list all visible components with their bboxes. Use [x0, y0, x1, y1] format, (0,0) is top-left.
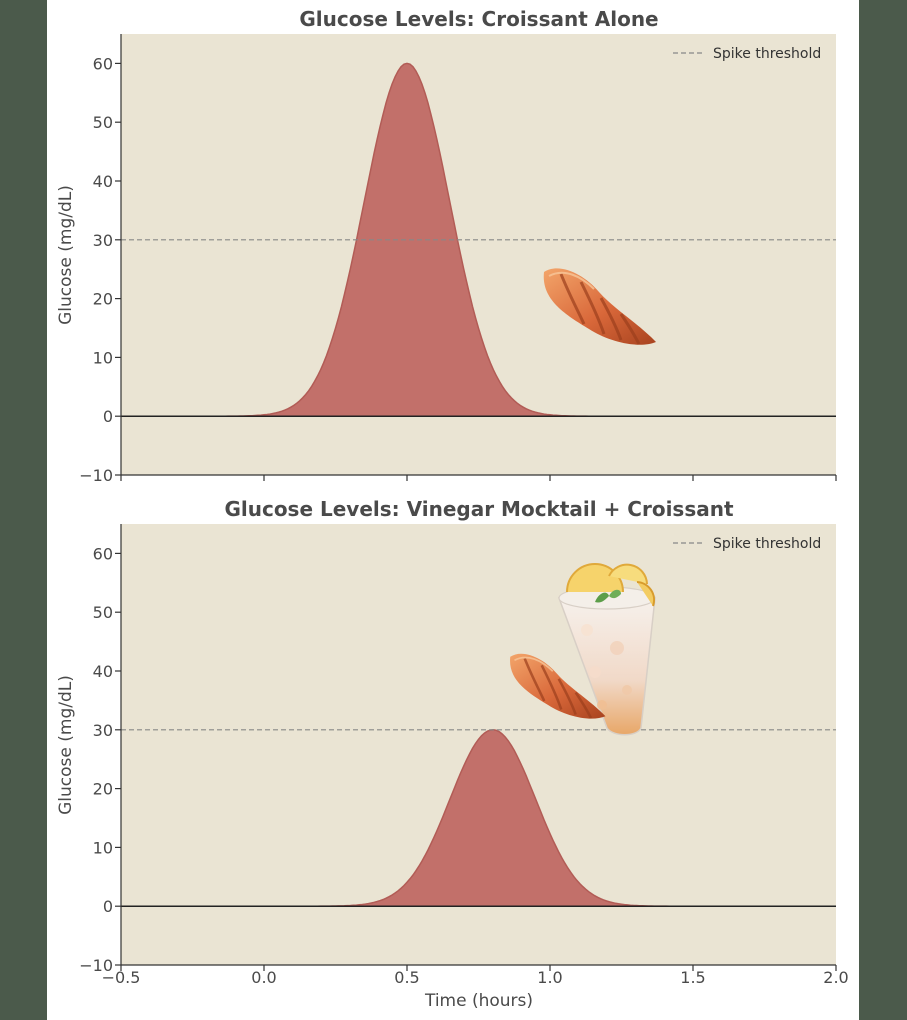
y-tick-label: 30	[93, 231, 113, 250]
y-tick-label: −10	[79, 956, 113, 975]
y-tick-label: −10	[79, 466, 113, 485]
y-axis-label-2: Glucose (mg/dL)	[56, 675, 76, 815]
y-tick-label: 30	[93, 721, 113, 740]
chart-croissant-alone: −10 0 10 20 30 40 50 60 Glucose Levels: Croissa…	[56, 7, 837, 485]
x-tick-marks-1	[120, 475, 837, 481]
y-tick-label: 50	[93, 603, 113, 622]
chart-title-1: Glucose Levels: Croissant Alone	[299, 7, 658, 31]
legend-1: Spike threshold	[673, 46, 821, 62]
x-tick-label: 0.0	[251, 968, 276, 987]
chart-vinegar-mocktail-croissant: −10 0 10 20 30 40 50 60 −0.5 0.0 0.5 1.0 1.5 2.0 Glu…	[56, 497, 849, 1011]
chart-canvas: −10 0 10 20 30 40 50 60 Glucose Levels: Croissa…	[56, 7, 849, 1011]
chart-title-2: Glucose Levels: Vinegar Mocktail + Crois…	[224, 497, 734, 521]
x-tick-label: −0.5	[102, 968, 141, 987]
legend-2: Spike threshold	[673, 536, 821, 552]
legend-label-threshold-2: Spike threshold	[713, 536, 821, 552]
y-tick-label: 60	[93, 544, 113, 563]
mocktail-glass-illustration	[557, 563, 656, 736]
y-tick-label: 50	[93, 113, 113, 132]
figure: −10 0 10 20 30 40 50 60 Glucose Levels: Croissa…	[47, 0, 859, 1020]
x-ticks-2: −0.5 0.0 0.5 1.0 1.5 2.0	[102, 965, 849, 987]
y-tick-label: 40	[93, 172, 113, 191]
x-tick-label: 1.5	[680, 968, 705, 987]
y-tick-label: 20	[93, 290, 113, 309]
x-tick-label: 1.0	[537, 968, 562, 987]
y-tick-label: 0	[103, 407, 113, 426]
y-tick-label: 60	[93, 54, 113, 73]
y-ticks-2: −10 0 10 20 30 40 50 60	[79, 544, 121, 975]
y-tick-label: 10	[93, 838, 113, 857]
y-axis-label-1: Glucose (mg/dL)	[56, 185, 76, 325]
y-ticks-1: −10 0 10 20 30 40 50 60	[79, 54, 121, 485]
x-tick-label: 0.5	[394, 968, 419, 987]
x-axis-label-2: Time (hours)	[424, 991, 533, 1011]
y-tick-label: 20	[93, 780, 113, 799]
legend-label-threshold-1: Spike threshold	[713, 46, 821, 62]
y-tick-label: 0	[103, 897, 113, 916]
y-tick-label: 40	[93, 662, 113, 681]
y-tick-label: 10	[93, 348, 113, 367]
x-tick-label: 2.0	[823, 968, 848, 987]
